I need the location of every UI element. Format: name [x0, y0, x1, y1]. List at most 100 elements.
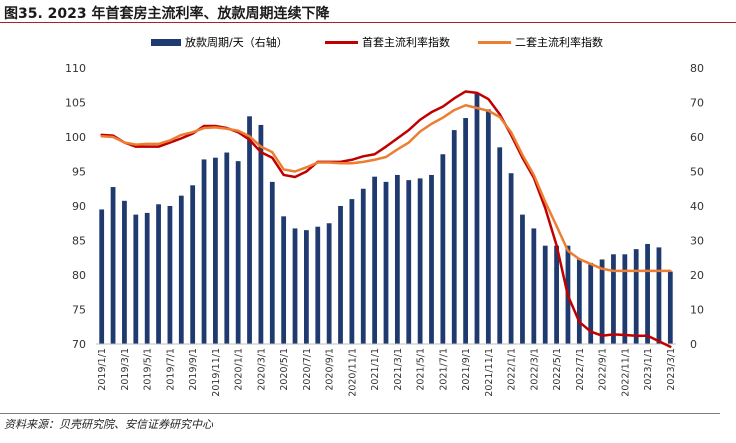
x-axis-tick-label: 2020/5/1 [279, 348, 290, 391]
x-axis-tick-label: 2019/1/1 [97, 348, 108, 391]
bar-loan-cycle [338, 206, 343, 344]
bar-loan-cycle [201, 159, 207, 344]
title-rule [0, 22, 736, 23]
x-axis-tick-label: 2021/5/1 [416, 348, 427, 391]
bar-loan-cycle [542, 245, 548, 344]
right-axis-tick-label: 10 [690, 304, 704, 317]
bar-loan-cycle [224, 152, 230, 344]
bar-loan-cycle [520, 214, 525, 345]
right-axis-tick-label: 0 [690, 338, 697, 351]
bar-loan-cycle [178, 195, 184, 344]
x-axis-tick-label: 2021/11/1 [484, 348, 495, 397]
bar-loan-cycle [190, 185, 196, 344]
left-axis-tick-label: 95 [72, 166, 86, 179]
x-axis-tick-label: 2020/1/1 [234, 348, 245, 391]
bar-loan-cycle [235, 161, 241, 344]
x-axis-tick-label: 2023/3/1 [666, 348, 677, 391]
left-axis-tick-label: 85 [72, 235, 86, 248]
x-axis-tick-label: 2021/9/1 [461, 348, 472, 391]
x-axis-tick-label: 2023/1/1 [643, 348, 654, 391]
right-axis-tick-label: 60 [690, 131, 704, 144]
bar-loan-cycle [383, 181, 389, 344]
line-series-second-home-rate [100, 104, 672, 273]
x-axis-tick-label: 2021/7/1 [438, 348, 449, 391]
bar-loan-cycle [349, 199, 355, 344]
left-axis-tick-label: 80 [72, 269, 86, 282]
figure-title: 图35. 2023 年首套房主流利率、放款周期连续下降 [4, 6, 330, 22]
x-axis-tick-label: 2022/7/1 [575, 348, 586, 391]
bar-loan-cycle [429, 174, 434, 344]
x-axis-tick-label: 2022/11/1 [620, 348, 631, 397]
right-axis-tick-label: 40 [690, 200, 704, 213]
x-axis-tick-label: 2022/9/1 [598, 348, 609, 391]
bar-loan-cycle [326, 223, 332, 344]
bar-loan-cycle [611, 254, 616, 344]
source-rule [0, 413, 720, 414]
right-axis: 0 10 20 30 40 50 60 70 80 [690, 62, 704, 351]
legend-entry-first-home-rate: 首套主流利率指数 [325, 35, 450, 49]
right-axis-tick-label: 80 [690, 62, 704, 75]
x-axis-tick-label: 2021/1/1 [370, 348, 381, 391]
bar-loan-cycle [645, 243, 650, 344]
x-axis-tick-label: 2021/3/1 [393, 348, 404, 391]
legend-label-second-home-rate: 二套主流利率指数 [515, 35, 603, 49]
bar-loan-cycle [315, 226, 321, 344]
x-axis-tick-label: 2019/11/1 [211, 348, 222, 397]
bar-loan-cycle [122, 200, 127, 344]
legend-label-first-home-rate: 首套主流利率指数 [362, 35, 450, 49]
bar-loan-cycle [213, 157, 218, 344]
bar-loan-cycle [372, 176, 378, 344]
x-axis-tick-label: 2020/3/1 [256, 348, 267, 391]
x-axis-tick-label: 2019/9/1 [188, 348, 199, 391]
left-axis-tick-label: 100 [65, 131, 86, 144]
x-axis-tick-labels: 2019/1/1 2019/3/1 2019/5/1 2019/7/1 2019/9/1… [97, 348, 677, 397]
legend-swatch-bar [151, 39, 181, 46]
legend-entry-second-home-rate: 二套主流利率指数 [478, 35, 603, 49]
x-axis-tick-label: 2022/1/1 [507, 348, 518, 391]
bar-loan-cycle [508, 173, 514, 344]
x-axis-tick-label: 2020/11/1 [347, 348, 358, 397]
source-note: 资料来源：贝壳研究院、安信证券研究中心 [4, 418, 213, 431]
left-axis-tick-label: 90 [72, 200, 86, 213]
bar-series-loan-cycle [99, 93, 673, 345]
x-axis-tick-label: 2022/5/1 [552, 348, 563, 391]
bar-loan-cycle [633, 249, 639, 345]
bar-loan-cycle [417, 178, 423, 344]
bar-loan-cycle [485, 109, 491, 345]
bar-loan-cycle [554, 245, 559, 344]
right-axis-tick-label: 20 [690, 269, 704, 282]
bar-loan-cycle [99, 209, 105, 344]
bar-loan-cycle [531, 228, 537, 344]
legend-label-bar: 放款周期/天（右轴） [185, 35, 288, 49]
bar-loan-cycle [360, 188, 366, 344]
bar-loan-cycle [281, 216, 287, 344]
bar-loan-cycle [156, 204, 161, 344]
legend-entry-bar: 放款周期/天（右轴） [151, 35, 288, 49]
bar-loan-cycle [394, 174, 400, 344]
left-axis-tick-label: 105 [65, 97, 86, 110]
bar-loan-cycle [599, 259, 605, 344]
x-axis-tick-label: 2022/3/1 [529, 348, 540, 391]
bar-loan-cycle [269, 181, 275, 344]
bar-loan-cycle [406, 180, 412, 345]
right-axis-tick-label: 30 [690, 235, 704, 248]
bar-loan-cycle [133, 214, 139, 345]
bar-loan-cycle [304, 230, 309, 344]
legend: 放款周期/天（右轴） 首套主流利率指数 二套主流利率指数 [151, 35, 603, 49]
bar-loan-cycle [656, 247, 662, 344]
bar-loan-cycle [667, 271, 673, 344]
x-axis-tick-label: 2019/5/1 [143, 348, 154, 391]
bar-loan-cycle [588, 262, 594, 344]
bar-loan-cycle [622, 254, 628, 344]
bar-loan-cycle [144, 212, 150, 344]
x-axis-tick-label: 2019/7/1 [165, 348, 176, 391]
x-axis-tick-label: 2020/7/1 [302, 348, 313, 391]
left-axis-tick-label: 110 [65, 62, 86, 75]
bar-loan-cycle [247, 116, 252, 344]
left-axis-tick-label: 70 [72, 338, 86, 351]
bar-loan-cycle [292, 228, 298, 344]
left-axis-tick-label: 75 [72, 304, 86, 317]
bar-loan-cycle [110, 187, 116, 344]
bar-loan-cycle [440, 154, 446, 344]
